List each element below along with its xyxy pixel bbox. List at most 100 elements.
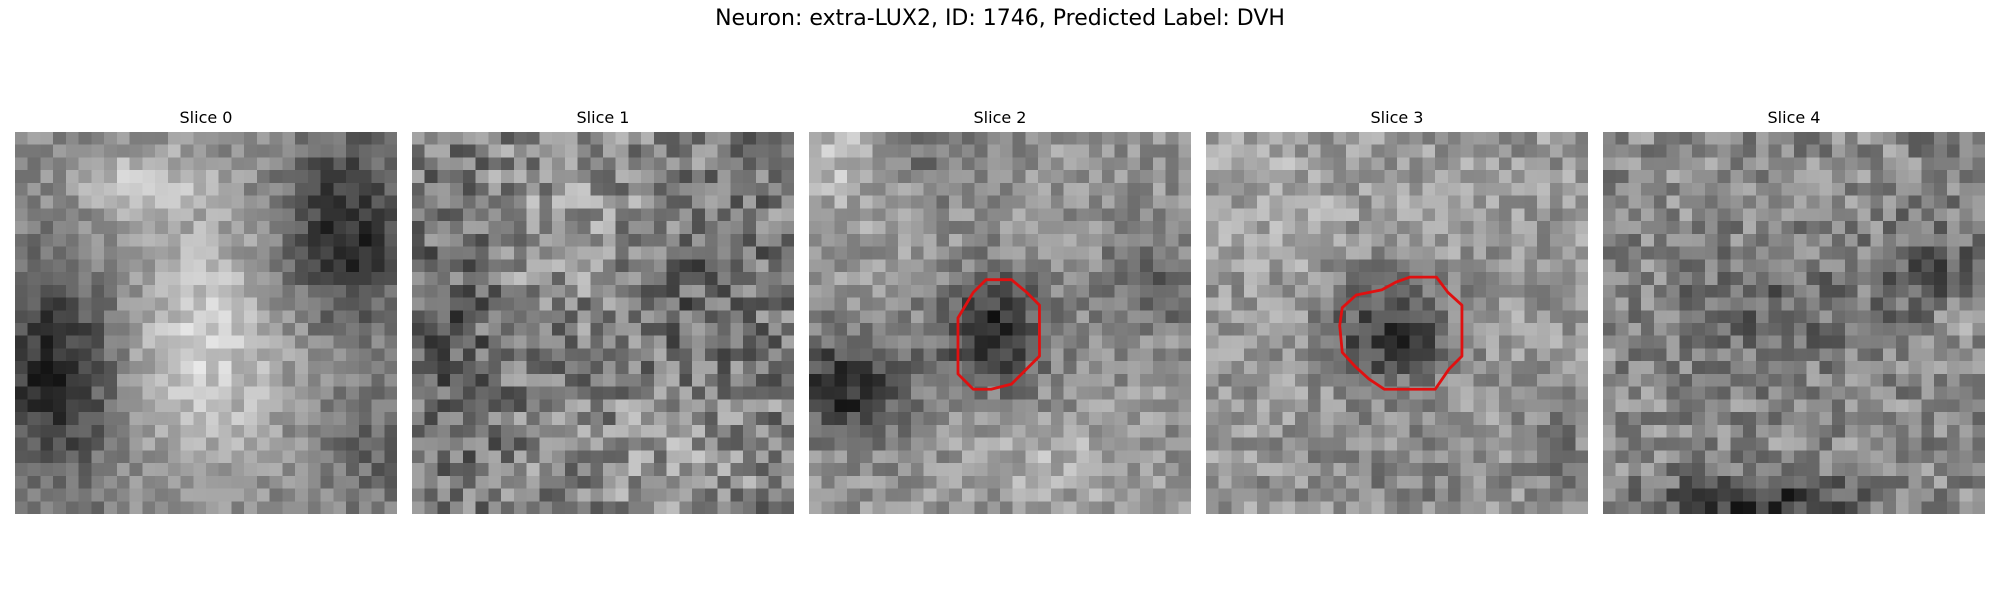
pixel bbox=[450, 246, 464, 260]
pixel bbox=[1244, 412, 1258, 426]
pixel bbox=[949, 335, 963, 349]
pixel bbox=[1895, 501, 1909, 514]
pixel bbox=[821, 297, 835, 311]
pixel bbox=[1615, 157, 1629, 171]
pixel bbox=[1371, 272, 1385, 286]
pixel bbox=[1101, 272, 1115, 286]
pixel bbox=[910, 272, 924, 286]
pixel bbox=[1959, 412, 1973, 426]
pixel bbox=[577, 412, 591, 426]
pixel bbox=[1959, 297, 1973, 311]
pixel bbox=[53, 437, 67, 451]
pixel bbox=[1615, 170, 1629, 184]
pixel bbox=[1486, 412, 1500, 426]
pixel bbox=[1140, 170, 1154, 184]
pixel bbox=[704, 144, 718, 158]
pixel bbox=[628, 437, 642, 451]
pixel bbox=[1575, 424, 1588, 438]
pixel bbox=[1603, 463, 1616, 477]
pixel bbox=[501, 424, 515, 438]
pixel bbox=[384, 132, 397, 145]
pixel bbox=[552, 412, 566, 426]
pixel bbox=[78, 132, 92, 145]
pixel bbox=[847, 373, 861, 387]
pixel bbox=[1256, 195, 1270, 209]
pixel bbox=[781, 501, 794, 514]
pixel bbox=[704, 297, 718, 311]
pixel bbox=[501, 348, 515, 362]
pixel bbox=[717, 195, 731, 209]
pixel bbox=[1844, 170, 1858, 184]
pixel bbox=[513, 501, 527, 514]
pixel bbox=[307, 208, 321, 222]
pixel bbox=[834, 157, 848, 171]
pixel bbox=[1358, 437, 1372, 451]
pixel bbox=[1206, 284, 1219, 298]
pixel bbox=[1870, 373, 1884, 387]
pixel bbox=[1089, 132, 1103, 145]
pixel bbox=[256, 182, 270, 196]
pixel bbox=[78, 399, 92, 413]
pixel bbox=[1269, 182, 1283, 196]
pixel bbox=[15, 361, 28, 375]
pixel bbox=[424, 373, 438, 387]
pixel bbox=[641, 297, 655, 311]
pixel bbox=[1959, 463, 1973, 477]
pixel bbox=[1934, 259, 1948, 273]
pixel bbox=[1653, 424, 1667, 438]
pixel bbox=[1320, 284, 1334, 298]
pixel bbox=[1730, 348, 1744, 362]
pixel bbox=[1152, 373, 1166, 387]
pixel bbox=[1025, 170, 1039, 184]
pixel bbox=[1679, 501, 1693, 514]
pixel bbox=[1409, 208, 1423, 222]
pixel bbox=[1307, 335, 1321, 349]
pixel bbox=[256, 284, 270, 298]
pixel bbox=[755, 246, 769, 260]
pixel bbox=[346, 221, 360, 235]
pixel bbox=[1524, 412, 1538, 426]
pixel bbox=[755, 412, 769, 426]
pixel bbox=[1358, 310, 1372, 324]
pixel bbox=[1615, 208, 1629, 222]
pixel bbox=[1511, 424, 1525, 438]
pixel bbox=[961, 170, 975, 184]
pixel bbox=[1575, 501, 1588, 514]
pixel bbox=[1743, 195, 1757, 209]
pixel bbox=[412, 412, 425, 426]
pixel bbox=[412, 361, 425, 375]
pixel bbox=[1844, 284, 1858, 298]
pixel bbox=[1282, 195, 1296, 209]
pixel bbox=[1320, 348, 1334, 362]
pixel bbox=[653, 463, 667, 477]
pixel bbox=[961, 501, 975, 514]
pixel bbox=[898, 297, 912, 311]
pixel bbox=[1231, 182, 1245, 196]
pixel bbox=[1743, 246, 1757, 260]
pixel bbox=[244, 424, 258, 438]
pixel bbox=[1972, 310, 1985, 324]
pixel bbox=[898, 132, 912, 145]
pixel bbox=[488, 284, 502, 298]
pixel bbox=[717, 323, 731, 336]
pixel bbox=[704, 233, 718, 247]
pixel bbox=[1781, 310, 1795, 324]
pixel bbox=[1231, 233, 1245, 247]
pixel bbox=[859, 323, 873, 336]
pixel bbox=[1218, 310, 1232, 324]
pixel bbox=[1076, 144, 1090, 158]
pixel bbox=[1358, 335, 1372, 349]
pixel bbox=[923, 157, 937, 171]
pixel bbox=[526, 475, 540, 489]
pixel bbox=[1486, 450, 1500, 464]
pixel bbox=[809, 144, 822, 158]
pixel bbox=[1511, 297, 1525, 311]
pixel bbox=[641, 463, 655, 477]
pixel bbox=[1076, 373, 1090, 387]
pixel bbox=[1063, 437, 1077, 451]
pixel bbox=[1282, 310, 1296, 324]
pixel bbox=[1063, 463, 1077, 477]
pixel bbox=[821, 437, 835, 451]
pixel bbox=[949, 424, 963, 438]
pixel bbox=[193, 157, 207, 171]
